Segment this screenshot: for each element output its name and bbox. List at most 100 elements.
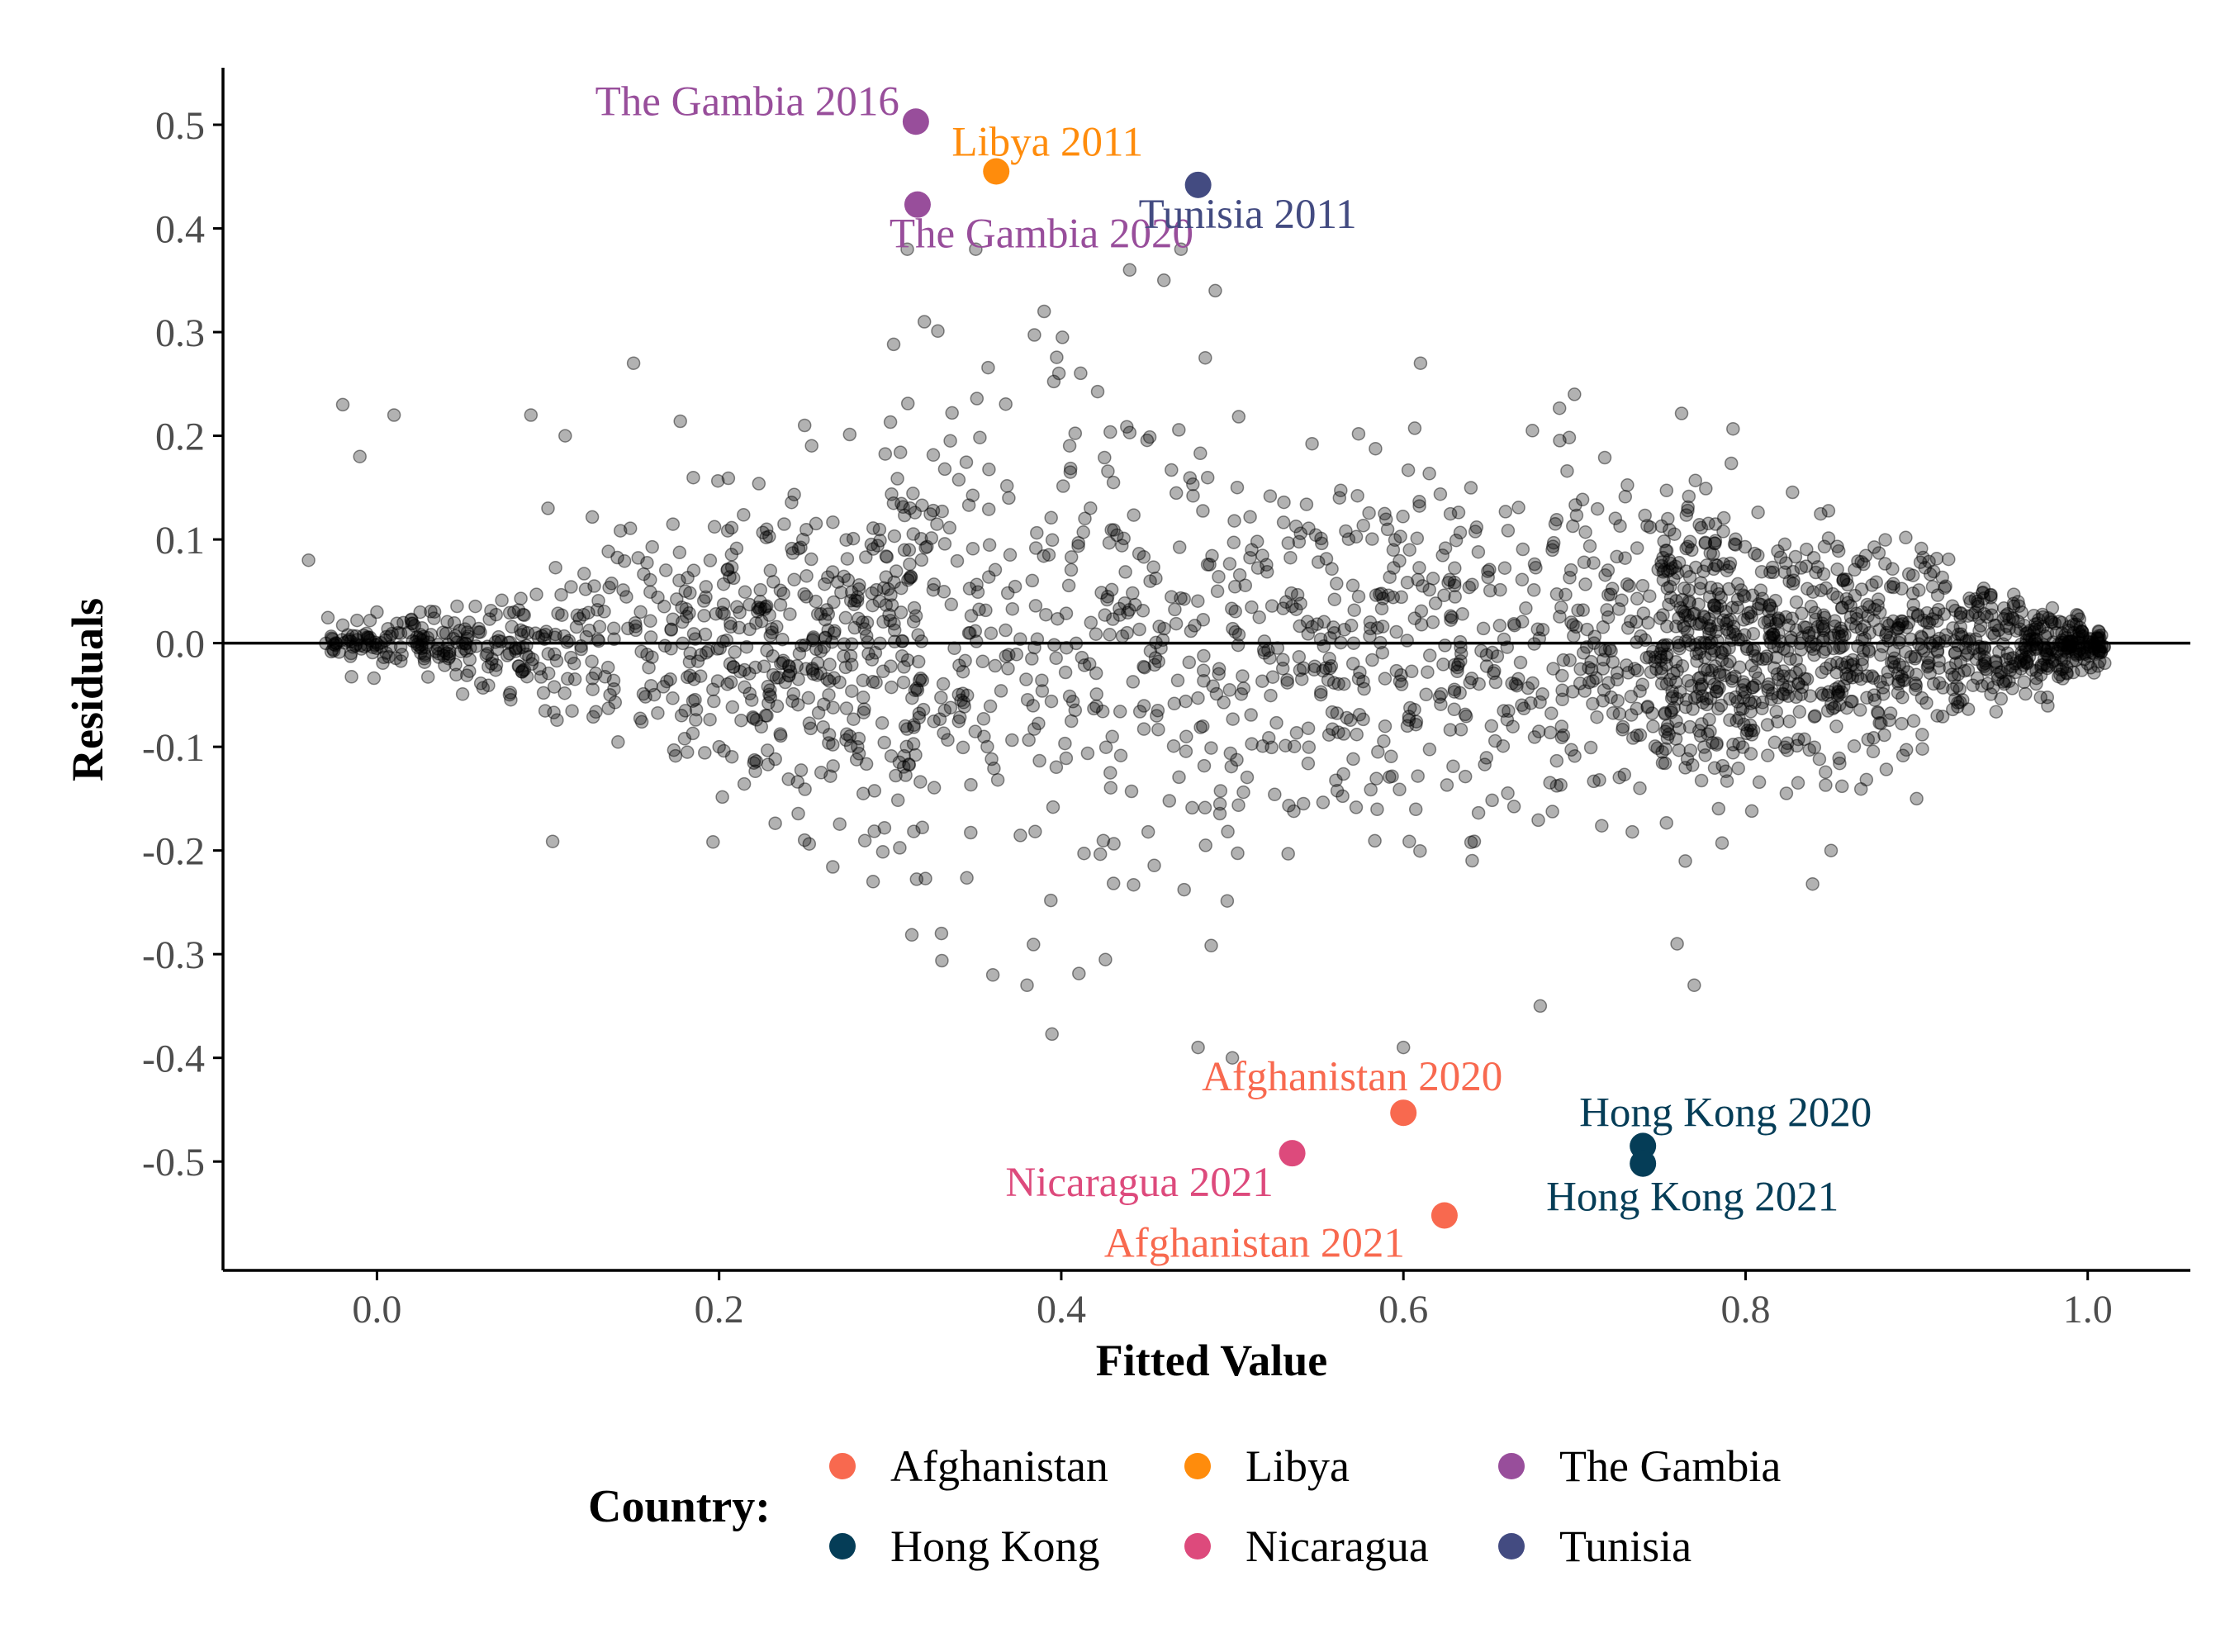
data-point	[1805, 585, 1820, 599]
data-point	[686, 470, 700, 485]
data-point	[1660, 719, 1675, 733]
data-point	[867, 784, 882, 798]
data-point	[1150, 709, 1164, 723]
data-point	[1191, 691, 1205, 705]
data-point	[515, 663, 530, 677]
data-point	[897, 660, 911, 674]
data-point	[1682, 570, 1697, 584]
data-point	[682, 605, 696, 620]
data-point	[1831, 684, 1845, 699]
data-point	[856, 673, 871, 687]
data-point	[570, 608, 585, 623]
data-point	[1906, 714, 1921, 729]
data-point	[1576, 603, 1590, 617]
data-point	[1745, 680, 1759, 695]
data-point	[822, 728, 837, 742]
data-point	[482, 659, 496, 674]
data-point	[821, 607, 836, 621]
data-point	[1102, 535, 1117, 550]
data-point	[1968, 605, 1982, 620]
data-point	[1442, 572, 1457, 587]
data-point	[744, 693, 759, 707]
data-point	[1525, 424, 1540, 438]
data-point	[1378, 719, 1393, 733]
data-point	[686, 627, 701, 641]
data-point	[522, 650, 536, 664]
data-point	[1127, 877, 1141, 892]
data-point	[1788, 549, 1803, 564]
data-point	[1751, 548, 1765, 563]
data-point	[666, 691, 680, 705]
data-point	[2070, 607, 2084, 622]
data-point	[1305, 620, 1319, 634]
data-point	[970, 392, 985, 406]
data-point	[2023, 624, 2037, 638]
data-point	[851, 739, 865, 754]
data-point	[1311, 555, 1326, 569]
data-point	[683, 646, 697, 661]
data-point	[1675, 592, 1690, 607]
data-point	[1763, 622, 1777, 637]
data-point	[1708, 534, 1723, 548]
data-point	[1169, 486, 1184, 501]
data-point	[1894, 614, 1909, 629]
data-point	[751, 605, 765, 619]
data-point	[1098, 450, 1112, 465]
data-point	[1733, 660, 1747, 675]
data-point	[1244, 708, 1258, 722]
data-point	[804, 552, 818, 567]
data-point	[911, 654, 926, 669]
data-point	[450, 599, 464, 614]
data-point	[623, 521, 638, 535]
data-point	[937, 726, 951, 740]
data-point	[2052, 669, 2066, 684]
data-point	[1321, 728, 1336, 742]
data-point	[791, 672, 805, 686]
data-point	[1705, 663, 1720, 678]
legend-label: Tunisia	[1559, 1521, 1691, 1571]
data-point	[804, 439, 818, 453]
data-point	[1846, 653, 1860, 667]
data-point	[1257, 646, 1272, 660]
data-point	[893, 841, 907, 855]
y-axis-title: Residuals	[63, 598, 112, 781]
data-point	[1635, 677, 1649, 691]
data-point	[1596, 662, 1611, 676]
data-point	[377, 650, 391, 665]
data-point	[1714, 591, 1729, 605]
data-point	[1702, 671, 1716, 686]
data-point	[585, 654, 599, 668]
data-point	[673, 414, 687, 429]
data-point	[1839, 591, 1853, 606]
data-point	[1765, 686, 1780, 701]
data-point	[872, 522, 887, 537]
data-point	[686, 694, 700, 708]
data-point	[1325, 562, 1339, 577]
data-point	[500, 648, 515, 662]
data-point	[951, 687, 966, 702]
data-point	[1969, 652, 1984, 667]
data-point	[1780, 743, 1795, 757]
data-point	[1485, 793, 1499, 808]
data-point	[678, 704, 693, 718]
data-point	[1074, 366, 1088, 381]
data-point	[1388, 533, 1402, 548]
data-point	[1186, 477, 1200, 491]
y-axis-ticks: 0.50.40.30.20.10.0-0.1-0.2-0.3-0.4-0.5	[142, 104, 223, 1184]
data-point	[761, 743, 775, 757]
data-point	[1200, 470, 1215, 485]
data-point	[966, 542, 980, 556]
data-point	[1960, 648, 1974, 662]
data-point	[698, 746, 712, 760]
data-point	[417, 655, 432, 669]
data-point	[1659, 483, 1674, 498]
data-point	[1230, 752, 1244, 767]
data-point	[754, 719, 769, 734]
data-point	[1815, 686, 1829, 700]
data-point	[1549, 512, 1564, 527]
data-point	[1767, 661, 1782, 675]
data-point	[1912, 583, 1926, 597]
data-point	[1951, 667, 1966, 681]
data-point	[1410, 531, 1425, 545]
data-point	[792, 646, 807, 661]
